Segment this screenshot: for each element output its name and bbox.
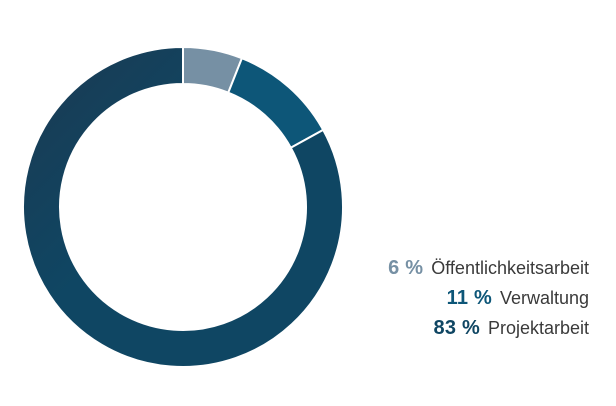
legend-value: 11 % xyxy=(446,287,492,309)
legend-item-verwaltung: 11 % Verwaltung xyxy=(447,286,589,310)
legend-label: Öffentlichkeitsarbeit xyxy=(431,258,589,278)
donut-slice-verwaltung xyxy=(226,56,325,150)
chart-legend: 6 % Öffentlichkeitsarbeit 11 % Verwaltun… xyxy=(388,256,589,340)
legend-label: Verwaltung xyxy=(499,288,589,308)
donut-slice-projektarbeit xyxy=(22,45,344,368)
legend-label: Projektarbeit xyxy=(487,318,589,338)
legend-item-projektarbeit: 83 % Projektarbeit xyxy=(434,316,589,340)
legend-item-oeffentlichkeitsarbeit: 6 % Öffentlichkeitsarbeit xyxy=(388,256,589,280)
legend-value: 83 % xyxy=(433,317,480,339)
legend-value: 6 % xyxy=(388,257,424,279)
